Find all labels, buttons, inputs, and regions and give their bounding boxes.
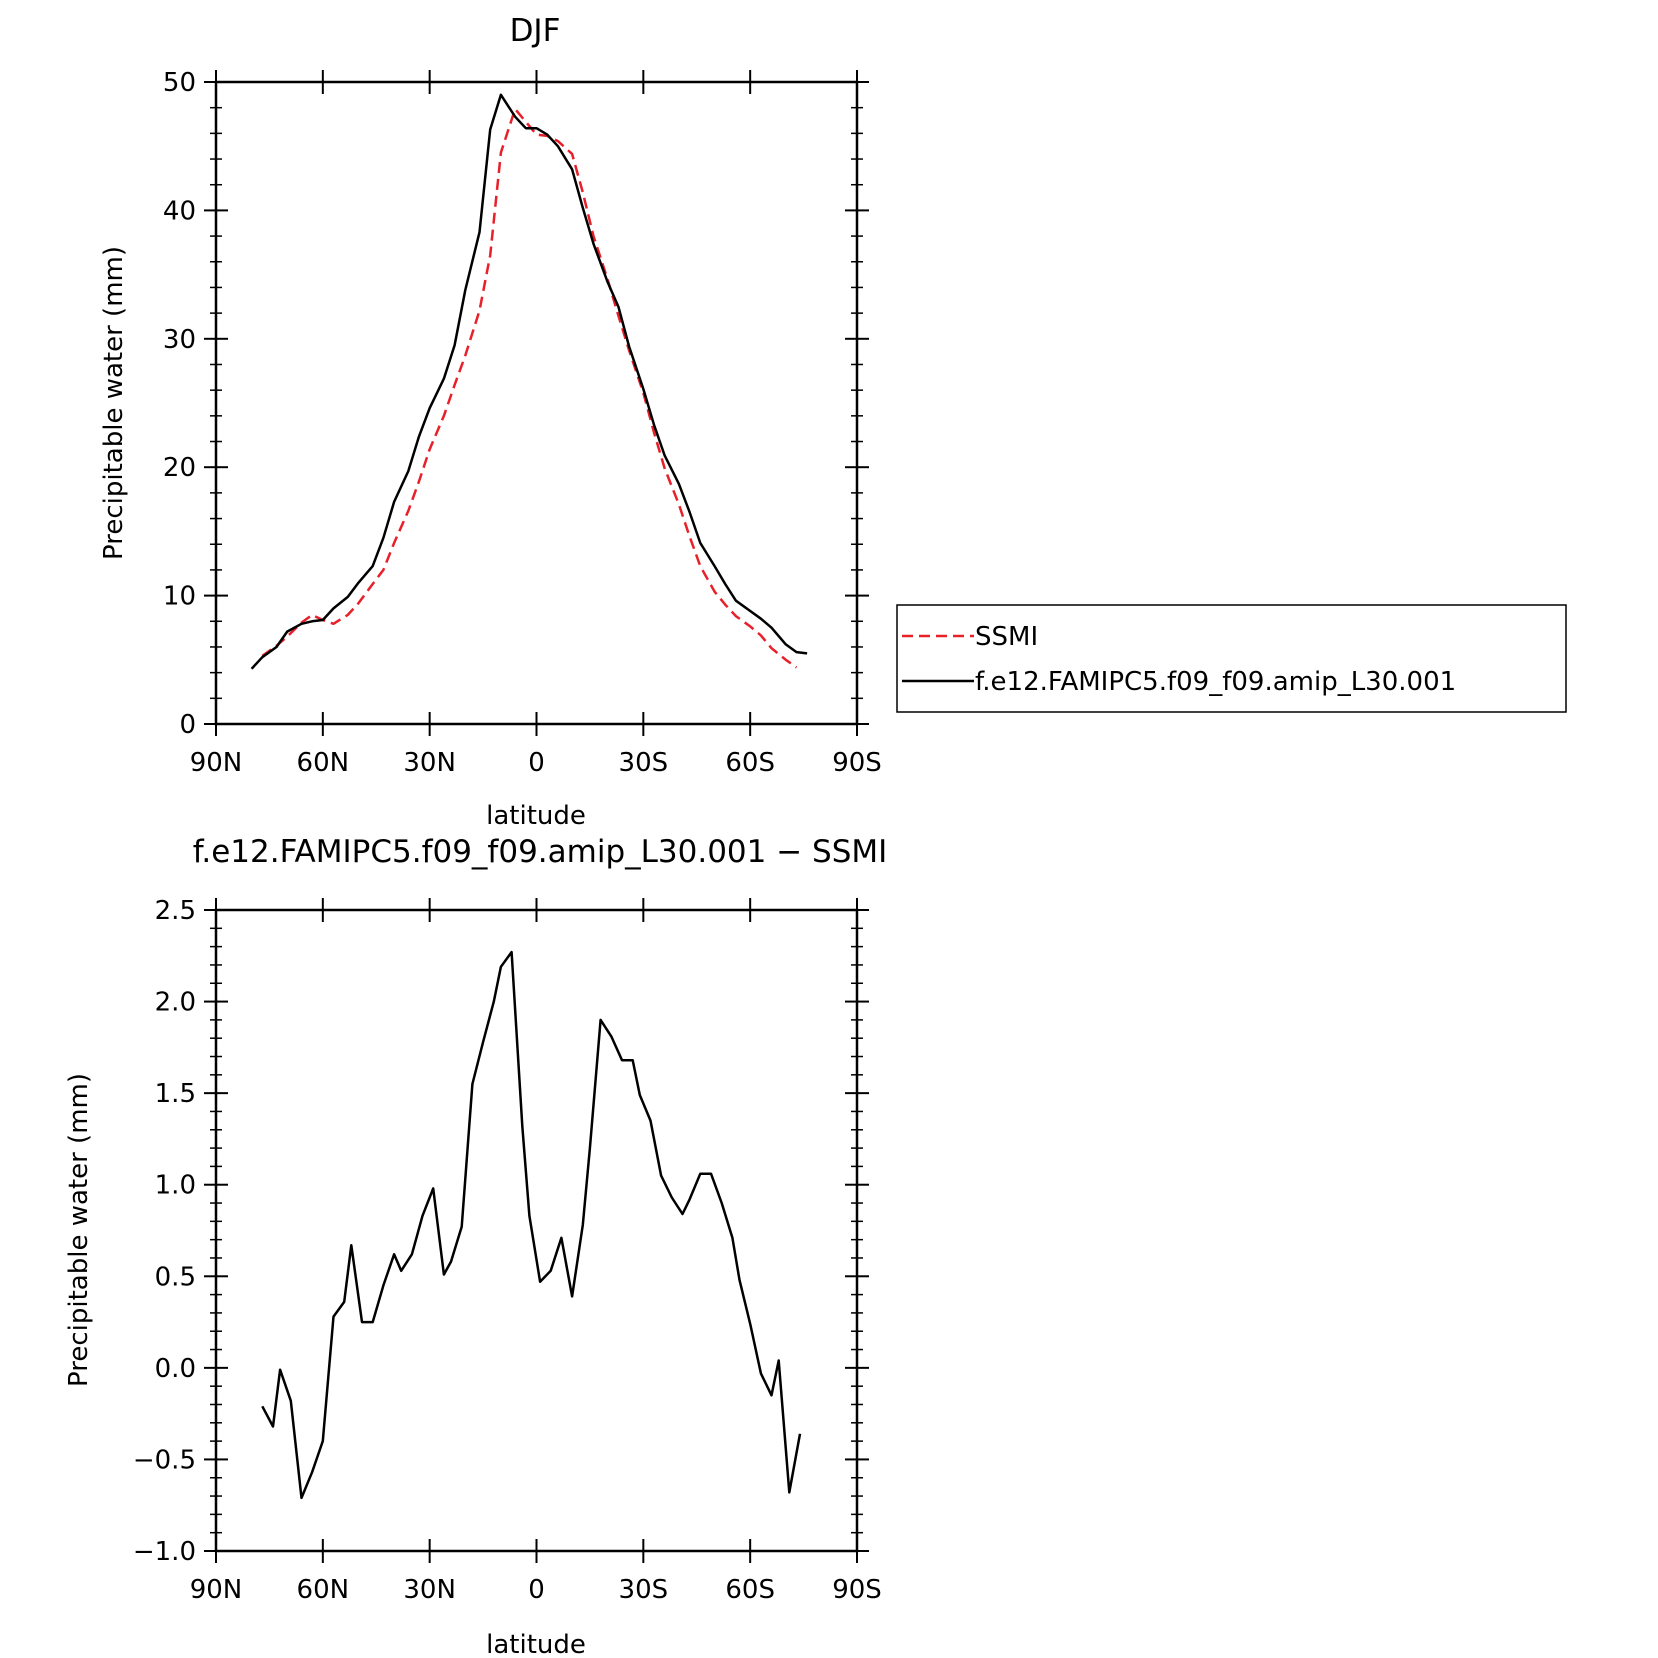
x-tick-label: 60S bbox=[725, 748, 775, 778]
series-line-0 bbox=[261, 107, 798, 669]
chart-bottom-tick-labels: −1.0 −0.5 0.0 0.5 1.0 1.5 2.0 2.5 90N 60N 30N 0 30S 6… bbox=[133, 896, 882, 1605]
chart-bottom-series bbox=[261, 950, 802, 1500]
x-tick-label: 90S bbox=[832, 748, 882, 778]
x-tick-label: 90S bbox=[832, 1575, 882, 1605]
series-line-0 bbox=[261, 950, 802, 1500]
y-tick-label: 0.5 bbox=[155, 1262, 196, 1292]
x-tick-label: 30N bbox=[403, 1575, 456, 1605]
y-tick-label: 0.0 bbox=[155, 1354, 196, 1384]
y-tick-label: 40 bbox=[163, 196, 196, 226]
chart-top-y-axis-label: Precipitable water (mm) bbox=[99, 246, 129, 560]
y-tick-label: −0.5 bbox=[133, 1445, 196, 1475]
chart-top-plot-frame bbox=[214, 80, 859, 726]
y-tick-label: 0 bbox=[179, 710, 196, 740]
legend-label-model: f.e12.FAMIPC5.f09_f09.amip_L30.001 bbox=[975, 667, 1456, 697]
chart-top-legend: SSMI f.e12.FAMIPC5.f09_f09.amip_L30.001 bbox=[896, 604, 1567, 713]
chart-top-ticks bbox=[204, 70, 869, 736]
x-tick-label: 0 bbox=[528, 748, 545, 778]
legend-frame bbox=[896, 604, 1567, 713]
y-tick-label: 30 bbox=[163, 325, 196, 355]
x-tick-label: 60N bbox=[297, 1575, 350, 1605]
y-tick-label: 1.5 bbox=[155, 1079, 196, 1109]
chart-top-title: DJF bbox=[510, 13, 561, 49]
chart-top: DJF 0 10 20 30 40 50 90N 60N 30N 0 30S 60S 90S latit… bbox=[99, 13, 1567, 831]
chart-bottom-ticks bbox=[204, 898, 869, 1563]
x-tick-label: 60N bbox=[297, 748, 350, 778]
chart-top-series bbox=[250, 93, 808, 670]
x-tick-label: 30N bbox=[403, 748, 456, 778]
legend-label-ssmi: SSMI bbox=[975, 622, 1038, 652]
series-line-1 bbox=[250, 93, 808, 670]
y-tick-label: 50 bbox=[163, 68, 196, 98]
chart-bottom-title: f.e12.FAMIPC5.f09_f09.amip_L30.001 − SSM… bbox=[193, 834, 888, 870]
x-tick-label: 30S bbox=[619, 1575, 669, 1605]
x-tick-label: 30S bbox=[619, 748, 669, 778]
chart-bottom: f.e12.FAMIPC5.f09_f09.amip_L30.001 − SSM… bbox=[64, 834, 887, 1658]
chart-bottom-x-axis-label: latitude bbox=[486, 1630, 586, 1658]
y-tick-label: 10 bbox=[163, 582, 196, 612]
chart-top-x-axis-label: latitude bbox=[486, 801, 586, 831]
chart-bottom-y-axis-label: Precipitable water (mm) bbox=[64, 1073, 94, 1387]
chart-bottom-plot-frame bbox=[214, 908, 859, 1553]
y-tick-label: 2.0 bbox=[155, 988, 196, 1018]
x-tick-label: 0 bbox=[528, 1575, 545, 1605]
y-tick-label: 2.5 bbox=[155, 896, 196, 926]
x-tick-label: 90N bbox=[190, 1575, 243, 1605]
y-tick-label: 20 bbox=[163, 453, 196, 483]
y-tick-label: −1.0 bbox=[133, 1537, 196, 1567]
chart-top-tick-labels: 0 10 20 30 40 50 90N 60N 30N 0 30S 60S 90S bbox=[163, 68, 882, 778]
x-tick-label: 90N bbox=[190, 748, 243, 778]
x-tick-label: 60S bbox=[725, 1575, 775, 1605]
y-tick-label: 1.0 bbox=[155, 1171, 196, 1201]
